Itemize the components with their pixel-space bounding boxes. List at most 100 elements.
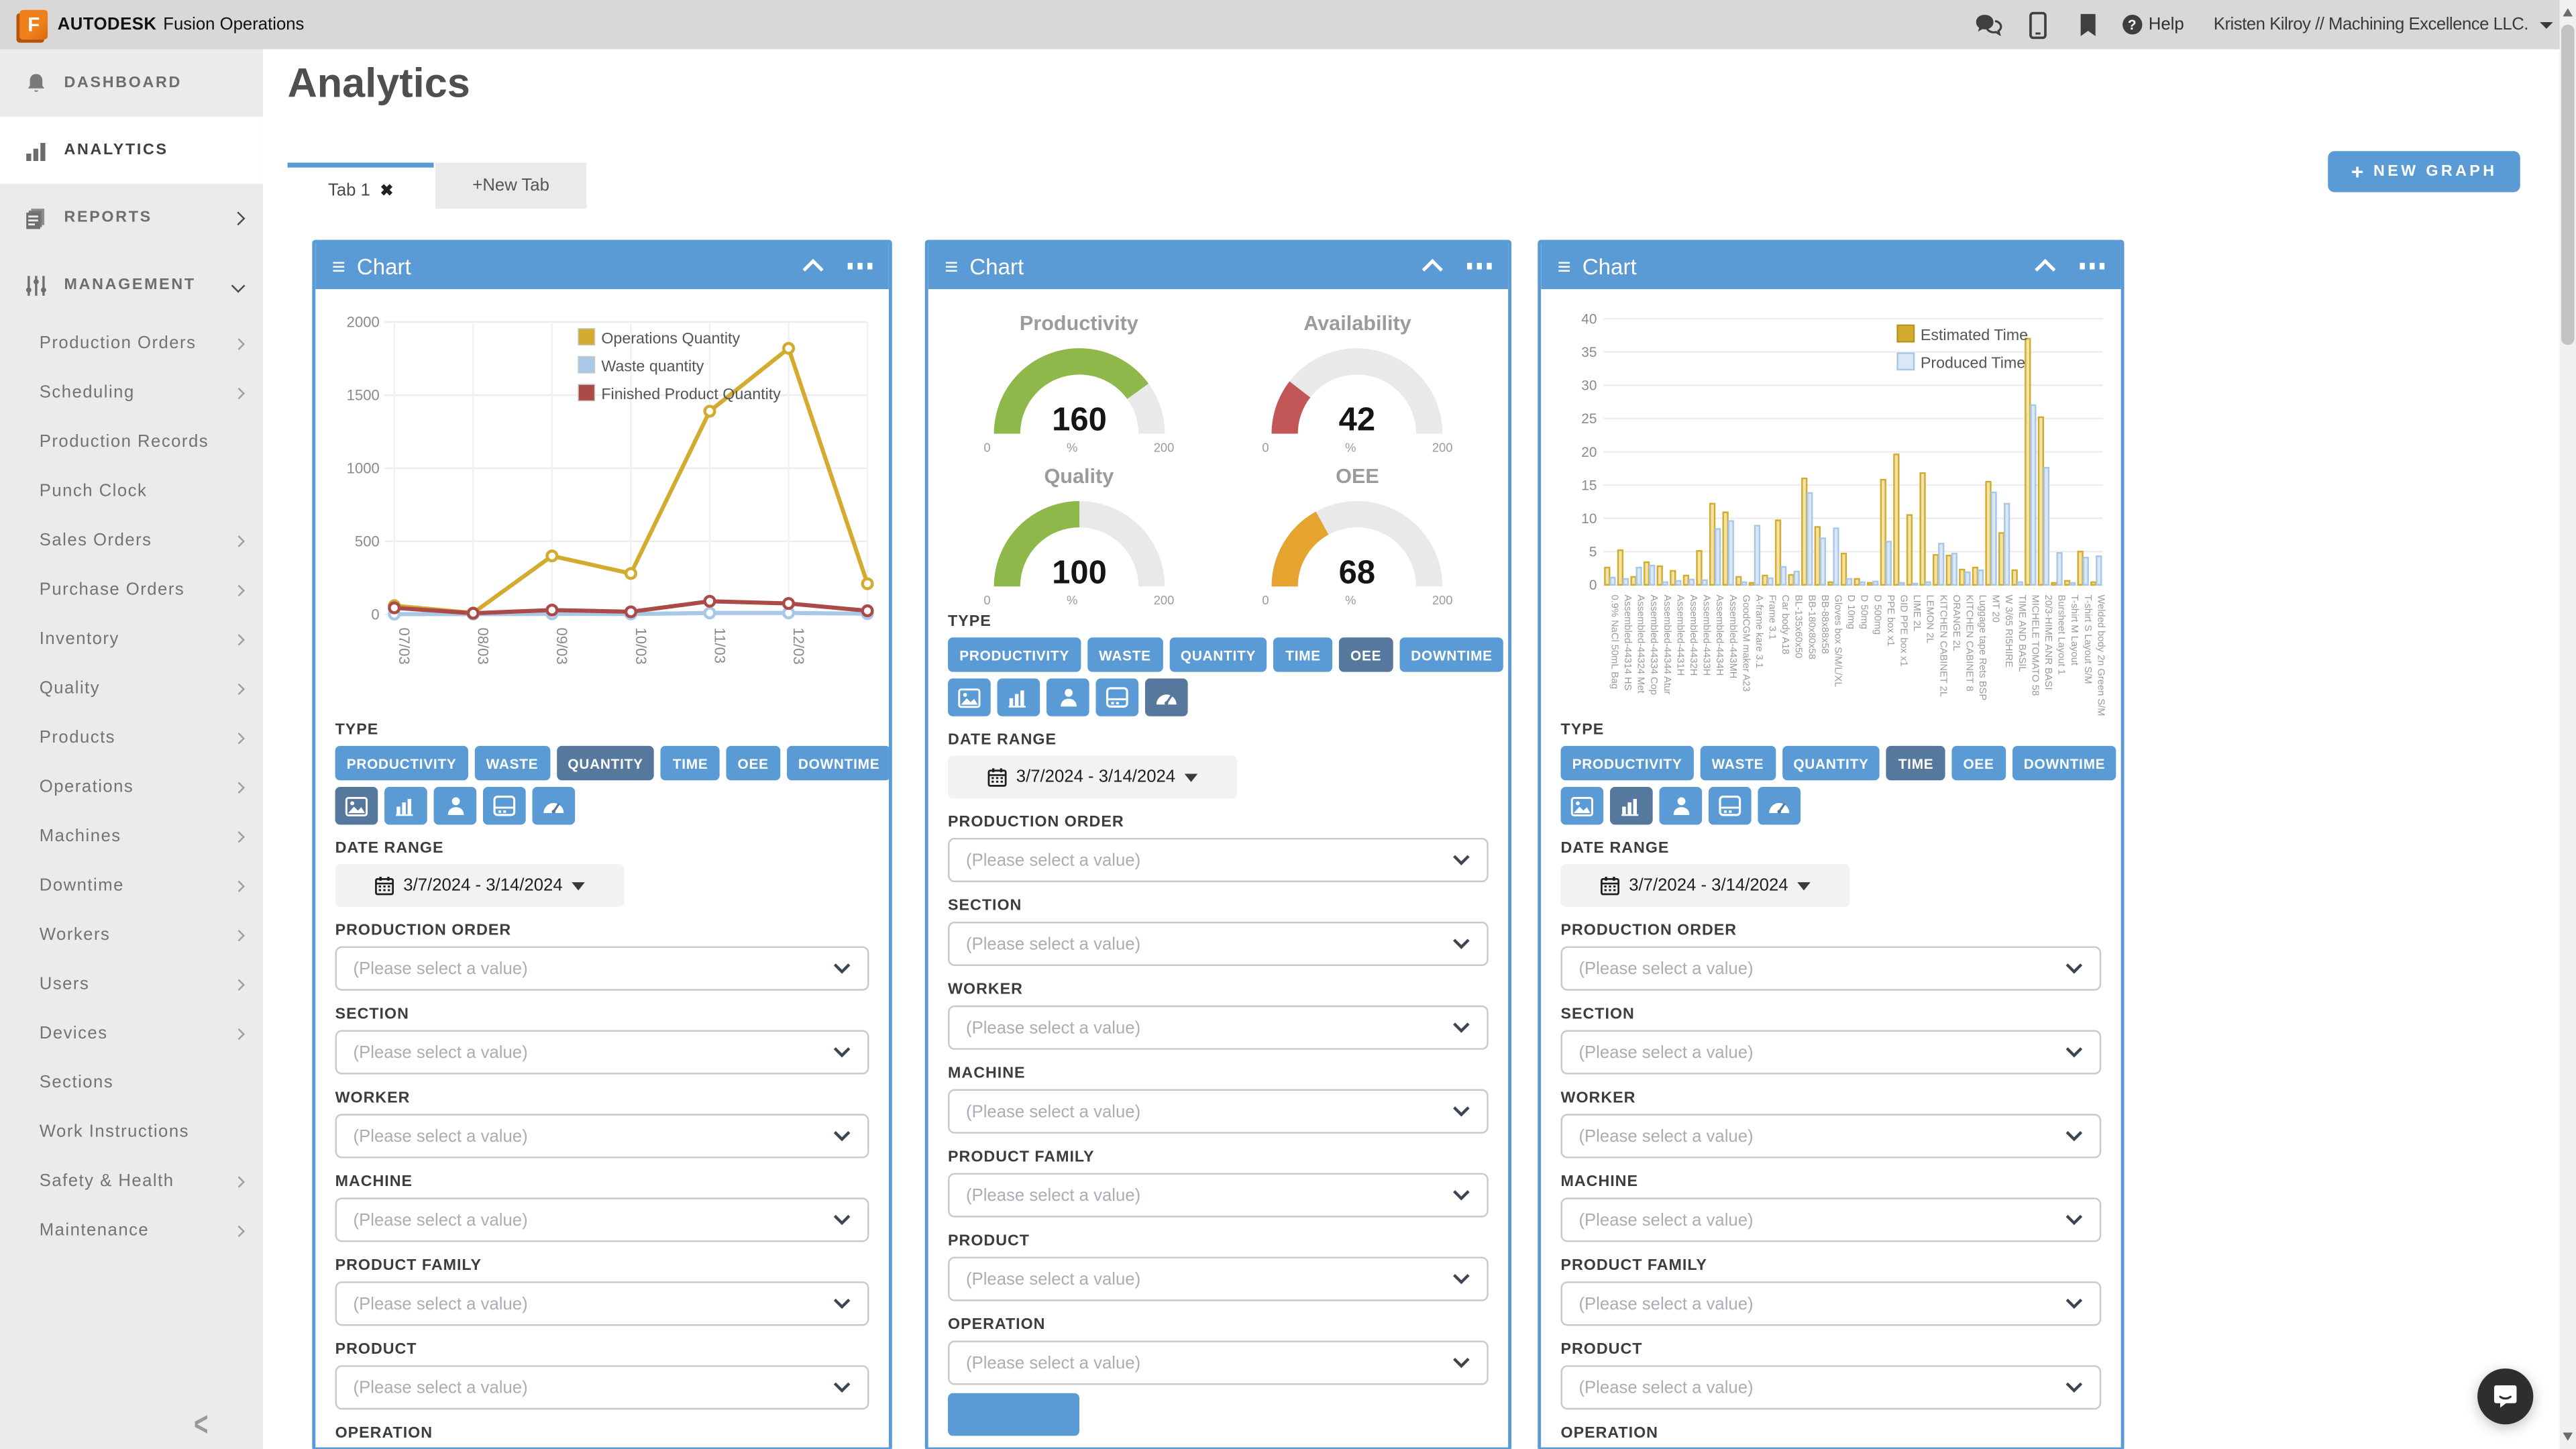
sidebar-item-sections[interactable]: Sections xyxy=(0,1058,263,1107)
type-button-waste[interactable]: WASTE xyxy=(1700,745,1776,781)
panel-menu-icon[interactable] xyxy=(2079,263,2105,270)
select-section[interactable]: (Please select a value) xyxy=(948,921,1489,967)
select-production-order[interactable]: (Please select a value) xyxy=(948,837,1489,883)
type-button-waste[interactable]: WASTE xyxy=(1087,637,1163,672)
collapse-panel-icon[interactable] xyxy=(1421,258,1442,279)
sidebar-item-work-instructions[interactable]: Work Instructions xyxy=(0,1108,263,1157)
sidebar-item-scheduling[interactable]: Scheduling xyxy=(0,368,263,417)
sidebar-item-safety-health[interactable]: Safety & Health xyxy=(0,1157,263,1205)
type-button-quantity[interactable]: QUANTITY xyxy=(1782,745,1880,781)
select-worker[interactable]: (Please select a value) xyxy=(1560,1114,2102,1159)
sidebar-item-users[interactable]: Users xyxy=(0,959,263,1008)
gauge-icon-button[interactable] xyxy=(532,787,576,825)
machine-icon-button[interactable] xyxy=(1708,787,1752,825)
panel-menu-icon[interactable] xyxy=(1466,263,1492,270)
drag-handle-icon[interactable]: ≡ xyxy=(945,253,959,280)
type-button-downtime[interactable]: DOWNTIME xyxy=(1399,637,1504,672)
page-scrollbar[interactable] xyxy=(2559,0,2576,1449)
bar-chart-icon-button[interactable] xyxy=(1610,787,1653,825)
drag-handle-icon[interactable]: ≡ xyxy=(331,253,345,280)
type-button-productivity[interactable]: PRODUCTIVITY xyxy=(335,745,468,781)
image-icon-button[interactable] xyxy=(335,787,378,825)
select-section[interactable]: (Please select a value) xyxy=(335,1030,869,1075)
sidebar-item-reports[interactable]: REPORTS xyxy=(0,184,263,251)
scroll-down-icon[interactable] xyxy=(2563,1432,2573,1441)
brand-logo[interactable]: F AUTODESK Fusion Operations xyxy=(19,9,304,40)
sidebar-item-devices[interactable]: Devices xyxy=(0,1009,263,1058)
submit-button[interactable] xyxy=(948,1393,1079,1436)
date-range-input[interactable]: 3/7/2024 - 3/14/2024 xyxy=(948,755,1238,799)
drag-handle-icon[interactable]: ≡ xyxy=(1557,253,1571,280)
machine-icon-button[interactable] xyxy=(483,787,526,825)
type-button-quantity[interactable]: QUANTITY xyxy=(1169,637,1268,672)
type-button-downtime[interactable]: DOWNTIME xyxy=(786,745,889,781)
gauge-icon-button[interactable] xyxy=(1758,787,1801,825)
bar-chart-icon-button[interactable] xyxy=(997,678,1040,716)
select-machine[interactable]: (Please select a value) xyxy=(948,1089,1489,1134)
sidebar-item-production-records[interactable]: Production Records xyxy=(0,417,263,466)
sidebar-item-production-orders[interactable]: Production Orders xyxy=(0,319,263,368)
select-product-family[interactable]: (Please select a value) xyxy=(948,1173,1489,1218)
gauge-icon-button[interactable] xyxy=(1144,678,1188,716)
image-icon-button[interactable] xyxy=(1560,787,1604,825)
sidebar-item-maintenance[interactable]: Maintenance xyxy=(0,1206,263,1255)
select-machine[interactable]: (Please select a value) xyxy=(335,1197,869,1242)
type-button-quantity[interactable]: QUANTITY xyxy=(556,745,655,781)
chat-icon[interactable] xyxy=(1965,0,2014,49)
select-product-family[interactable]: (Please select a value) xyxy=(335,1281,869,1326)
sidebar-item-machines[interactable]: Machines xyxy=(0,812,263,861)
select-production-order[interactable]: (Please select a value) xyxy=(335,946,869,991)
type-button-oee[interactable]: OEE xyxy=(1338,637,1393,672)
sidebar-item-operations[interactable]: Operations xyxy=(0,762,263,811)
account-menu[interactable]: Kristen Kilroy // Machining Excellence L… xyxy=(2214,15,2553,34)
sidebar-item-dashboard[interactable]: DASHBOARD xyxy=(0,49,263,116)
collapse-panel-icon[interactable] xyxy=(802,258,823,279)
tab-close-icon[interactable]: ✖ xyxy=(380,181,394,200)
chart-panel-2-header[interactable]: ≡ Chart xyxy=(928,243,1509,290)
type-button-oee[interactable]: OEE xyxy=(1951,745,2006,781)
select-worker[interactable]: (Please select a value) xyxy=(335,1114,869,1159)
panel-menu-icon[interactable] xyxy=(847,263,873,270)
chart-panel-3-header[interactable]: ≡ Chart xyxy=(1541,243,2121,290)
sidebar-item-workers[interactable]: Workers xyxy=(0,910,263,959)
new-graph-button[interactable]: + NEW GRAPH xyxy=(2328,151,2520,193)
sidebar-item-punch-clock[interactable]: Punch Clock xyxy=(0,467,263,516)
select-product[interactable]: (Please select a value) xyxy=(335,1365,869,1410)
select-product[interactable]: (Please select a value) xyxy=(948,1256,1489,1301)
select-product[interactable]: (Please select a value) xyxy=(1560,1365,2102,1410)
scroll-up-icon[interactable] xyxy=(2563,8,2573,17)
sidebar-item-quality[interactable]: Quality xyxy=(0,663,263,712)
chat-launcher-button[interactable] xyxy=(2477,1368,2534,1425)
type-button-time[interactable]: TIME xyxy=(1274,637,1333,672)
date-range-input[interactable]: 3/7/2024 - 3/14/2024 xyxy=(335,864,625,907)
bookmark-icon[interactable] xyxy=(2063,0,2112,49)
select-product-family[interactable]: (Please select a value) xyxy=(1560,1281,2102,1326)
chart-panel-1-header[interactable]: ≡ Chart xyxy=(315,243,889,290)
tab-1[interactable]: Tab 1 ✖ xyxy=(287,162,434,214)
type-button-time[interactable]: TIME xyxy=(1886,745,1945,781)
scrollbar-thumb[interactable] xyxy=(2561,24,2575,345)
select-section[interactable]: (Please select a value) xyxy=(1560,1030,2102,1075)
type-button-waste[interactable]: WASTE xyxy=(474,745,550,781)
select-machine[interactable]: (Please select a value) xyxy=(1560,1197,2102,1242)
help-button[interactable]: ? Help xyxy=(2122,15,2184,35)
type-button-downtime[interactable]: DOWNTIME xyxy=(2012,745,2117,781)
sidebar-item-purchase-orders[interactable]: Purchase Orders xyxy=(0,565,263,614)
mobile-icon[interactable] xyxy=(2014,0,2063,49)
select-operation[interactable]: (Please select a value) xyxy=(948,1340,1489,1385)
type-button-time[interactable]: TIME xyxy=(661,745,720,781)
type-button-oee[interactable]: OEE xyxy=(726,745,780,781)
sidebar-item-management[interactable]: MANAGEMENT xyxy=(0,252,263,319)
new-tab-button[interactable]: +New Tab xyxy=(435,162,587,209)
sidebar-item-analytics[interactable]: ANALYTICS xyxy=(0,116,263,184)
sidebar-item-downtime[interactable]: Downtime xyxy=(0,861,263,910)
select-worker[interactable]: (Please select a value) xyxy=(948,1005,1489,1050)
person-icon-button[interactable] xyxy=(433,787,477,825)
bar-chart-icon-button[interactable] xyxy=(384,787,427,825)
sidebar-collapse-button[interactable]: < xyxy=(193,1405,209,1445)
select-production-order[interactable]: (Please select a value) xyxy=(1560,946,2102,991)
person-icon-button[interactable] xyxy=(1046,678,1089,716)
sidebar-item-inventory[interactable]: Inventory xyxy=(0,614,263,663)
type-button-productivity[interactable]: PRODUCTIVITY xyxy=(948,637,1081,672)
person-icon-button[interactable] xyxy=(1659,787,1703,825)
